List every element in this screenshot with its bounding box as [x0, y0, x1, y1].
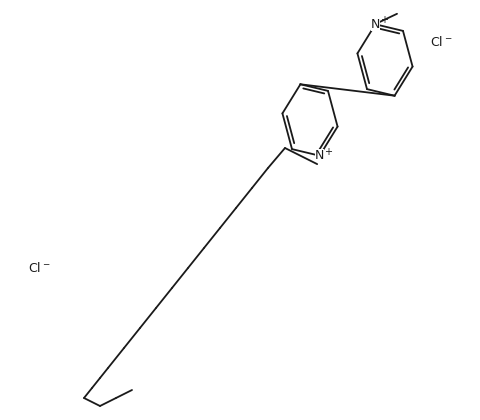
Text: N: N	[315, 149, 324, 162]
Text: +: +	[380, 15, 388, 25]
Text: Cl$^-$: Cl$^-$	[28, 261, 50, 275]
Text: +: +	[324, 147, 332, 157]
Text: Cl$^-$: Cl$^-$	[430, 35, 453, 49]
Text: N: N	[371, 18, 380, 31]
